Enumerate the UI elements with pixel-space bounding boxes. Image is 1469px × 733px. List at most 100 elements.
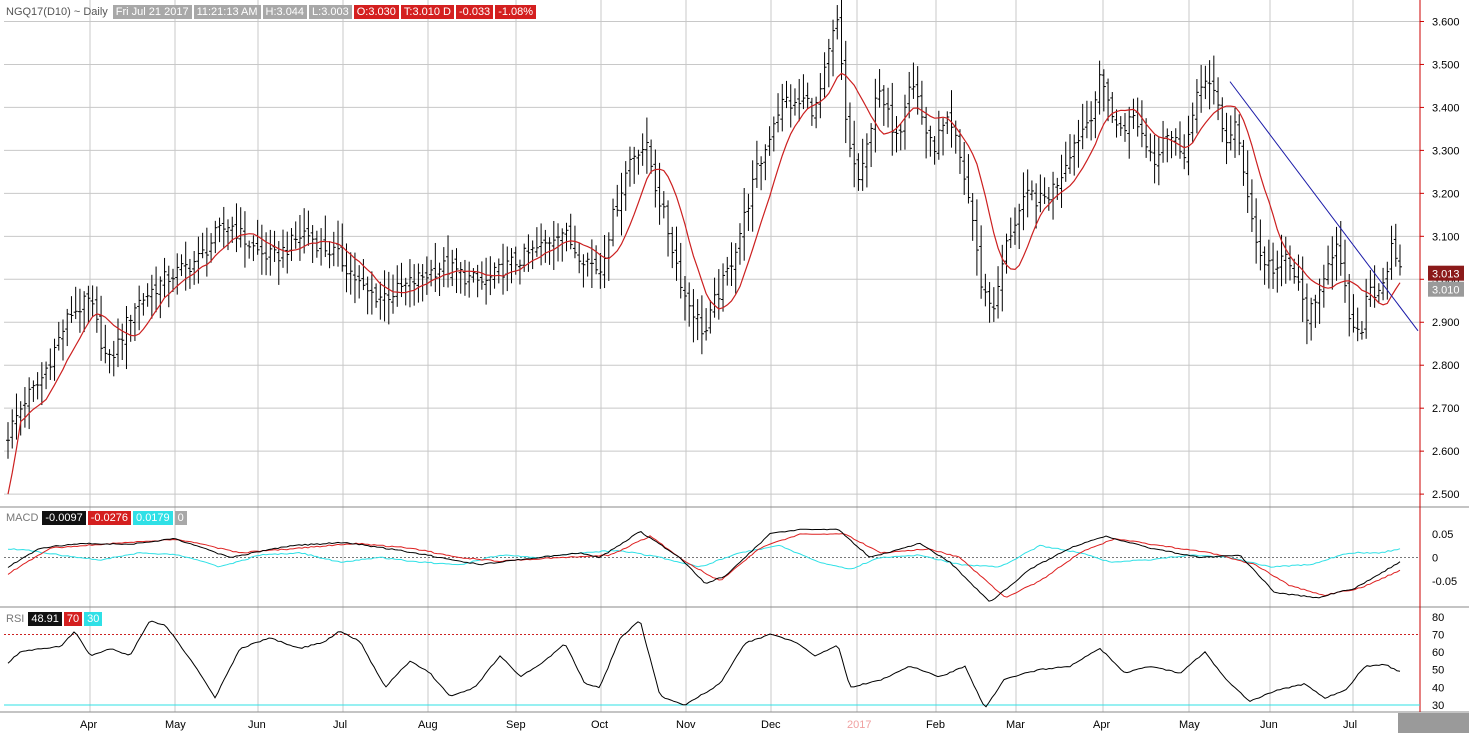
price-bar <box>1347 273 1352 337</box>
price-bar <box>1232 107 1237 158</box>
price-bar <box>594 245 599 275</box>
price-bar <box>293 221 298 249</box>
price-bar <box>788 84 793 128</box>
price-bar <box>1101 69 1106 112</box>
price-bar <box>1152 134 1157 184</box>
price-bar <box>805 82 810 110</box>
price-bar <box>1207 60 1212 110</box>
price-bar <box>65 308 70 347</box>
price-bar <box>27 377 32 430</box>
price-bar <box>1055 177 1060 200</box>
price-bar <box>784 80 789 109</box>
price-bar <box>1330 236 1335 290</box>
price-bar <box>809 97 814 126</box>
price-bar <box>1042 177 1047 204</box>
price-bar <box>1393 223 1398 267</box>
price-bar <box>915 66 920 115</box>
price-bar <box>204 227 209 277</box>
price-bar <box>737 223 742 265</box>
price-bar <box>365 276 370 315</box>
price-tick-label: 2.500 <box>1432 489 1460 501</box>
price-bar <box>458 262 463 294</box>
price-bar <box>352 252 357 304</box>
price-bar <box>1385 261 1390 300</box>
x-tick-label: May <box>1179 719 1200 731</box>
price-bar <box>395 265 400 307</box>
price-bar <box>1296 254 1301 291</box>
price-bar <box>484 257 489 305</box>
price-bar <box>107 349 112 374</box>
price-bar <box>627 146 632 187</box>
price-bar <box>196 236 201 284</box>
price-bar <box>1118 116 1123 136</box>
price-bar <box>6 422 10 459</box>
price-bar <box>424 256 429 295</box>
x-tick-label: Apr <box>1093 719 1110 731</box>
price-bar <box>268 229 273 276</box>
last-price-tag-label: 3.010 <box>1432 285 1460 297</box>
x-tick-label: Feb <box>926 719 945 731</box>
price-bar <box>1012 207 1017 245</box>
price-bar <box>636 149 641 175</box>
price-bar <box>386 271 391 325</box>
price-bar <box>259 224 264 275</box>
price-bar <box>1266 239 1271 289</box>
price-bar <box>412 264 417 306</box>
price-bar <box>936 110 941 160</box>
rsi-value: 48.91 <box>28 612 62 626</box>
price-bar <box>881 85 886 126</box>
price-bar <box>247 240 252 259</box>
price-bar <box>1034 183 1039 229</box>
price-bar <box>996 266 1001 319</box>
price-bar <box>310 225 315 263</box>
price-bar <box>1122 112 1127 142</box>
price-bar <box>966 154 971 204</box>
price-bar <box>90 285 95 317</box>
price-bar <box>712 277 717 318</box>
price-bar <box>818 73 823 119</box>
price-bar <box>374 283 379 308</box>
price-bar <box>522 243 527 272</box>
macd-tick-label: -0.05 <box>1432 576 1457 588</box>
price-bar <box>73 286 78 320</box>
price-bar <box>860 138 865 191</box>
price-bar <box>230 216 235 243</box>
price-bar <box>1177 121 1182 159</box>
price-bar <box>1186 115 1191 176</box>
price-bar <box>221 206 226 249</box>
macd-tick-label: 0.05 <box>1432 529 1453 541</box>
x-tick-label: Apr <box>80 719 97 731</box>
price-bar <box>1216 77 1221 121</box>
price-bar <box>1038 174 1043 213</box>
price-bar <box>158 276 163 319</box>
price-bar <box>403 277 408 306</box>
price-bar <box>141 293 146 316</box>
price-bar <box>1313 294 1318 328</box>
price-bar <box>1220 97 1225 143</box>
macd-line <box>7 528 1401 602</box>
price-bar <box>674 226 679 281</box>
price-bar <box>52 338 57 381</box>
price-bar <box>708 299 713 334</box>
price-bar <box>1304 283 1309 345</box>
price-bar <box>924 106 929 159</box>
axis-corner <box>1398 713 1469 733</box>
open-label: O:3.030 <box>353 5 399 19</box>
price-bar <box>742 187 747 261</box>
price-bar <box>729 242 734 286</box>
price-bar <box>721 263 726 312</box>
price-bar <box>285 231 290 274</box>
price-bar <box>767 126 772 156</box>
price-panel <box>6 0 1419 495</box>
x-tick-label: Oct <box>591 719 608 731</box>
price-bar <box>166 265 171 308</box>
price-bar <box>1334 226 1339 281</box>
price-tick-label: 3.500 <box>1432 59 1460 71</box>
price-bar <box>556 223 561 262</box>
price-bar <box>852 120 857 188</box>
rsi-tick-label: 40 <box>1432 682 1444 694</box>
price-bar <box>644 117 649 174</box>
price-bar <box>1241 139 1246 186</box>
price-bar <box>699 295 704 355</box>
price-bar <box>82 291 87 333</box>
